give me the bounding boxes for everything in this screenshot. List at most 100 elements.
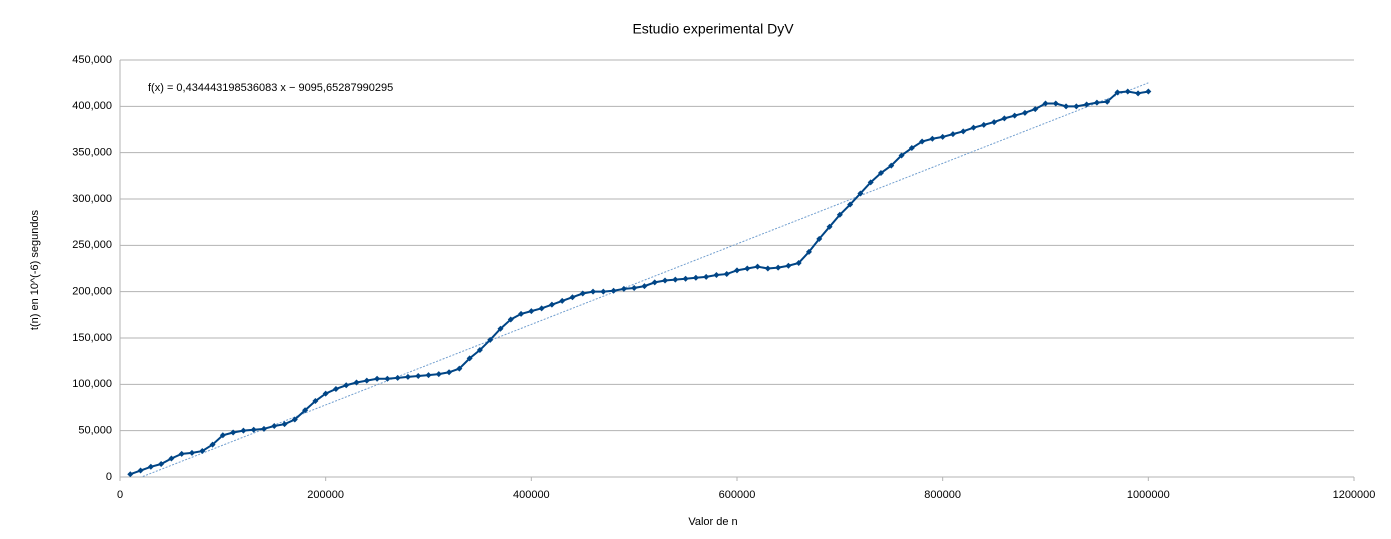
- data-point: [456, 365, 463, 372]
- data-point: [291, 416, 298, 423]
- data-point: [908, 145, 915, 152]
- data-point: [188, 449, 195, 456]
- data-point: [816, 235, 823, 242]
- data-point: [1021, 109, 1028, 116]
- data-point: [1063, 103, 1070, 110]
- data-point: [970, 124, 977, 131]
- data-point: [250, 426, 257, 433]
- data-point: [569, 294, 576, 301]
- data-point: [713, 271, 720, 278]
- data-point: [466, 355, 473, 362]
- data-point: [1145, 88, 1152, 95]
- data-point: [240, 427, 247, 434]
- data-point: [991, 119, 998, 126]
- y-tick-label: 150,000: [72, 332, 112, 344]
- data-point: [919, 138, 926, 145]
- data-point: [692, 274, 699, 281]
- data-point: [147, 463, 154, 470]
- data-point: [322, 390, 329, 397]
- data-point: [230, 429, 237, 436]
- data-point: [734, 267, 740, 274]
- data-point: [127, 471, 134, 477]
- data-point: [271, 423, 278, 430]
- data-point: [898, 152, 905, 159]
- y-tick-label: 100,000: [72, 378, 112, 390]
- data-point: [960, 128, 967, 135]
- data-point: [775, 264, 782, 271]
- x-tick-label: 1000000: [1127, 489, 1170, 501]
- data-point: [178, 450, 185, 457]
- data-point: [384, 375, 391, 382]
- data-point: [1114, 89, 1121, 96]
- data-point: [1042, 100, 1049, 107]
- x-tick-label: 0: [117, 489, 123, 501]
- data-point: [929, 135, 936, 142]
- data-point: [662, 277, 669, 284]
- data-point: [446, 369, 453, 376]
- data-point: [363, 377, 370, 384]
- data-point: [785, 262, 792, 269]
- plot-area: [127, 82, 1152, 477]
- data-point: [260, 425, 267, 432]
- data-point: [487, 336, 494, 343]
- data-point: [528, 308, 535, 315]
- y-axis-label: t(n) en 10^(-6) segundos: [29, 209, 41, 330]
- data-point: [559, 297, 566, 304]
- y-tick-label: 350,000: [72, 147, 112, 159]
- data-point: [1073, 103, 1080, 110]
- data-point: [610, 287, 617, 294]
- data-point: [651, 279, 658, 286]
- data-point: [158, 461, 165, 468]
- data-point: [1011, 112, 1018, 119]
- data-point: [219, 432, 226, 439]
- data-point: [682, 275, 689, 282]
- data-point: [764, 265, 771, 272]
- chart-title: Estudio experimental DyV: [632, 21, 794, 37]
- data-point: [590, 288, 597, 295]
- x-tick-label: 800000: [924, 489, 961, 501]
- y-tick-label: 250,000: [72, 239, 112, 251]
- data-point: [877, 170, 884, 177]
- data-point: [723, 271, 730, 278]
- data-point: [507, 316, 514, 323]
- data-point: [744, 265, 751, 272]
- x-tick-label: 200000: [307, 489, 344, 501]
- data-point: [538, 305, 545, 312]
- data-point: [754, 263, 761, 270]
- data-point: [703, 273, 710, 280]
- data-point: [415, 372, 422, 379]
- data-point: [435, 371, 442, 378]
- data-point: [1032, 106, 1039, 113]
- data-point: [579, 290, 586, 297]
- data-point: [518, 310, 525, 317]
- data-point: [199, 448, 206, 455]
- data-point: [343, 382, 350, 389]
- data-point: [857, 190, 864, 197]
- data-point: [374, 375, 381, 382]
- data-point: [949, 131, 956, 138]
- data-point: [353, 379, 360, 386]
- series-line: [129, 90, 1149, 476]
- data-point: [168, 455, 175, 462]
- y-tick-label: 400,000: [72, 100, 112, 112]
- data-point: [425, 372, 432, 379]
- x-axis-label: Valor de n: [688, 516, 737, 528]
- data-point: [394, 374, 401, 381]
- data-point: [672, 276, 679, 283]
- data-point: [281, 421, 288, 428]
- data-point: [836, 211, 843, 218]
- data-point: [847, 201, 854, 208]
- data-point: [476, 347, 483, 354]
- y-tick-label: 0: [106, 471, 112, 483]
- data-point: [209, 441, 216, 448]
- data-point: [826, 223, 833, 230]
- data-point: [312, 398, 319, 405]
- y-tick-label: 50,000: [78, 425, 112, 437]
- data-point: [137, 467, 144, 474]
- data-point: [1052, 100, 1059, 107]
- data-point: [980, 121, 987, 128]
- x-tick-label: 400000: [513, 489, 550, 501]
- x-tick-label: 600000: [719, 489, 756, 501]
- data-point: [1104, 98, 1111, 105]
- data-point: [795, 259, 802, 266]
